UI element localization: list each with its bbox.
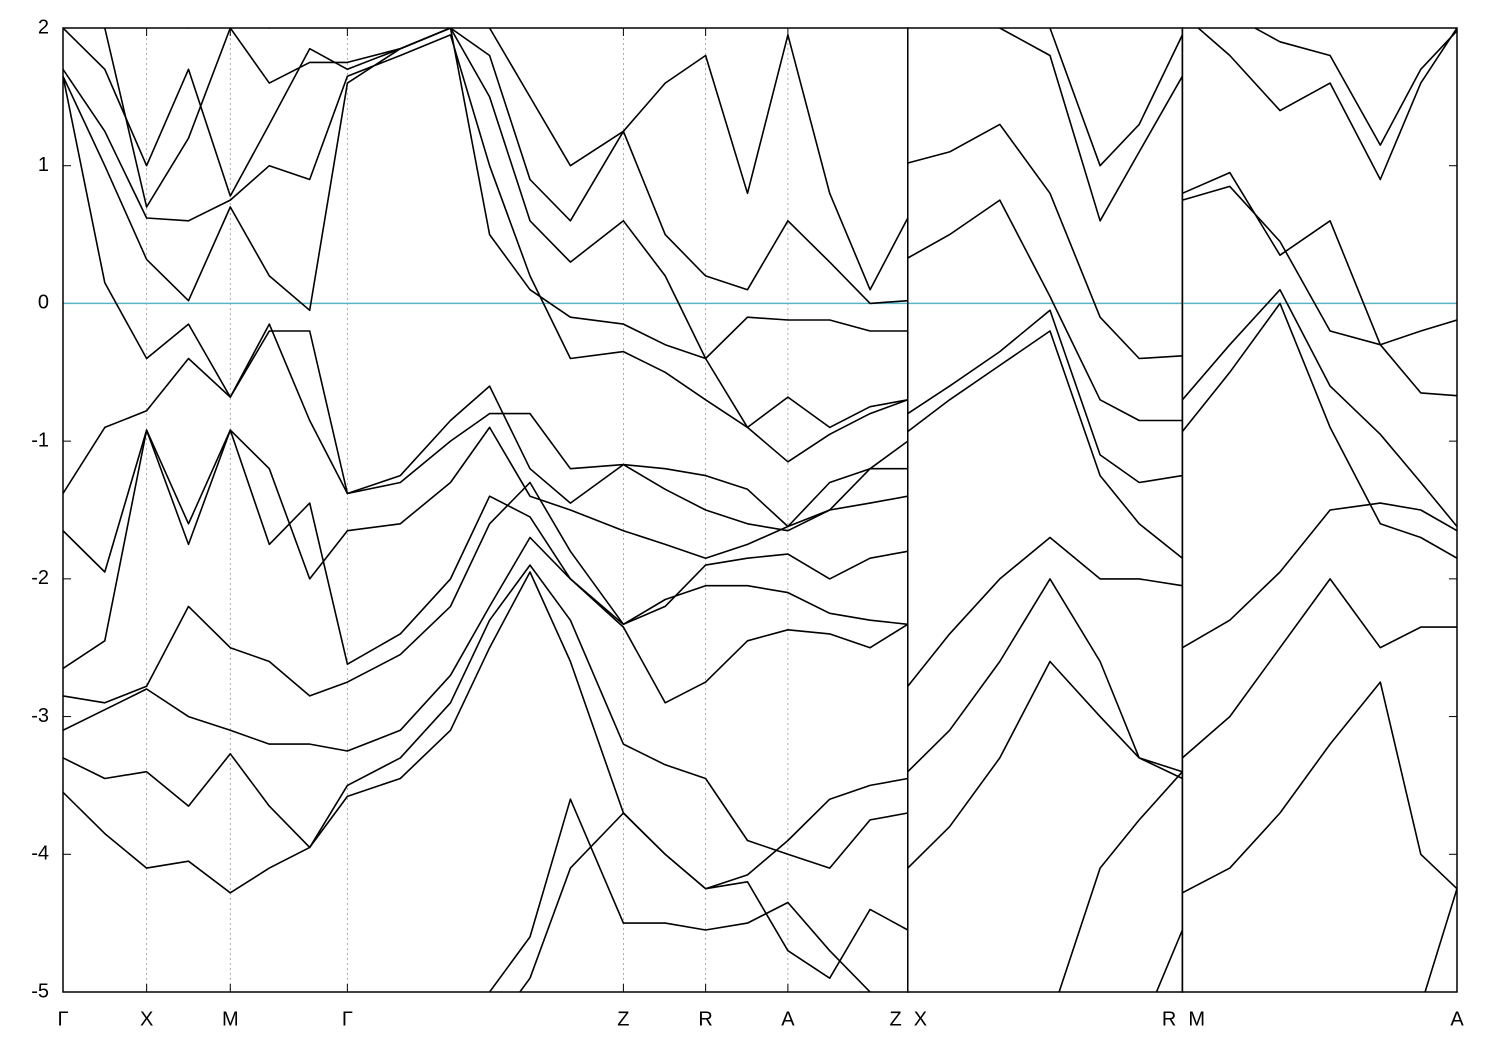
bands xyxy=(63,28,909,992)
y-tick-label: -4 xyxy=(31,843,49,865)
band xyxy=(1155,929,1184,992)
x-tick-label: Z xyxy=(890,1008,902,1030)
band xyxy=(63,323,908,528)
y-tick-label: -1 xyxy=(31,429,49,451)
band xyxy=(63,429,908,670)
band xyxy=(63,28,908,360)
band xyxy=(1424,888,1457,992)
band xyxy=(185,28,909,291)
x-tick-label: X xyxy=(914,1008,927,1030)
y-tick-label: 1 xyxy=(38,154,49,176)
x-tick-label: A xyxy=(781,1008,795,1030)
band xyxy=(1058,771,1183,992)
band xyxy=(907,536,1183,687)
band xyxy=(1181,288,1457,528)
panel-frame xyxy=(907,27,1184,993)
band xyxy=(907,199,1183,422)
band xyxy=(518,812,909,992)
band xyxy=(907,309,1183,484)
x-tick-label: A xyxy=(1450,1008,1464,1030)
band xyxy=(1181,502,1457,649)
band xyxy=(1182,185,1457,397)
band xyxy=(907,330,1183,559)
bands xyxy=(1181,28,1457,992)
x-tick-label: R xyxy=(698,1008,712,1030)
band xyxy=(996,28,1184,222)
band xyxy=(907,578,1183,780)
band xyxy=(907,660,1183,869)
x-tick-label: Γ xyxy=(57,1008,68,1030)
band xyxy=(1181,578,1457,759)
x-tick-label: M xyxy=(222,1008,239,1030)
x-tick-label: X xyxy=(140,1008,153,1030)
band xyxy=(63,481,908,704)
band xyxy=(63,28,909,463)
panel-frame xyxy=(1181,27,1458,993)
band xyxy=(1253,28,1457,146)
band xyxy=(63,426,908,580)
y-tick-label: -5 xyxy=(31,980,49,1002)
band xyxy=(63,571,908,894)
y-tick-label: 2 xyxy=(38,16,49,38)
bands xyxy=(907,28,1184,992)
band xyxy=(63,76,909,532)
x-tick-label: R xyxy=(1162,1008,1176,1030)
x-tick-label: M xyxy=(1188,1008,1205,1030)
band xyxy=(1181,302,1457,559)
band xyxy=(63,564,908,869)
y-tick-label: -2 xyxy=(31,567,49,589)
x-tick-label: Γ xyxy=(342,1008,353,1030)
band xyxy=(1197,28,1457,181)
band xyxy=(102,28,908,305)
band xyxy=(488,798,872,992)
band xyxy=(907,123,1183,360)
band xyxy=(1182,681,1457,894)
y-tick-label: -3 xyxy=(31,705,49,727)
band xyxy=(1048,28,1184,167)
band xyxy=(63,536,909,752)
x-tick-label: Z xyxy=(617,1008,629,1030)
band xyxy=(63,34,908,429)
y-tick-label: 0 xyxy=(38,292,49,314)
panel-frame xyxy=(62,27,909,993)
band xyxy=(1182,171,1457,346)
